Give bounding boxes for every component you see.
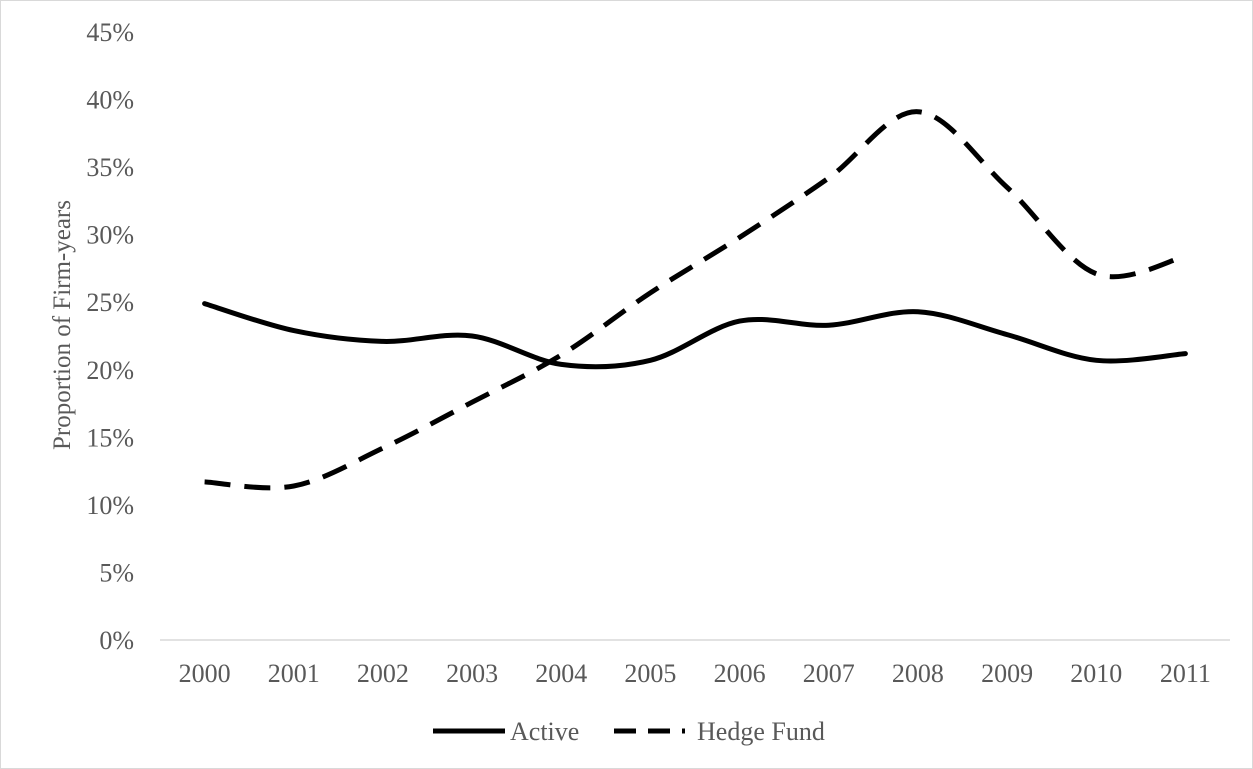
y-tick-label: 20% bbox=[86, 356, 134, 385]
y-tick-label: 35% bbox=[86, 153, 134, 182]
x-tick-label: 2004 bbox=[535, 659, 587, 688]
y-tick-label: 45% bbox=[86, 18, 134, 47]
series-line-hedge-fund bbox=[204, 109, 1187, 491]
x-tick-label: 2002 bbox=[357, 659, 409, 688]
x-tick-label: 2008 bbox=[892, 659, 944, 688]
x-tick-label: 2003 bbox=[446, 659, 498, 688]
x-tick-label: 2001 bbox=[268, 659, 320, 688]
x-tick-label: 2007 bbox=[803, 659, 855, 688]
x-tick-label: 2005 bbox=[624, 659, 676, 688]
series-lines bbox=[202, 109, 1188, 491]
y-tick-label: 5% bbox=[99, 558, 134, 587]
legend-label: Active bbox=[510, 717, 579, 746]
y-tick-label: 15% bbox=[86, 423, 134, 452]
x-axis-ticks: 2000 2001 2002 2003 2004 2005 2006 2007 2008 2009… bbox=[179, 659, 1211, 688]
x-tick-label: 2011 bbox=[1160, 659, 1211, 688]
y-tick-label: 0% bbox=[99, 626, 134, 655]
x-tick-label: 2006 bbox=[714, 659, 766, 688]
x-tick-label: 2009 bbox=[981, 659, 1033, 688]
y-tick-label: 10% bbox=[86, 491, 134, 520]
x-tick-label: 2010 bbox=[1070, 659, 1122, 688]
x-tick-label: 2000 bbox=[179, 659, 231, 688]
series-line-active bbox=[202, 301, 1188, 370]
legend: Active Hedge Fund bbox=[433, 717, 825, 746]
y-axis-ticks: 0% 5% 10% 15% 20% 25% 30% 35% 40% 45% bbox=[86, 18, 134, 655]
legend-label: Hedge Fund bbox=[697, 717, 825, 746]
y-axis-title: Proportion of Firm-years bbox=[49, 200, 76, 450]
y-tick-label: 30% bbox=[86, 221, 134, 250]
y-tick-label: 40% bbox=[86, 86, 134, 115]
y-tick-label: 25% bbox=[86, 288, 134, 317]
